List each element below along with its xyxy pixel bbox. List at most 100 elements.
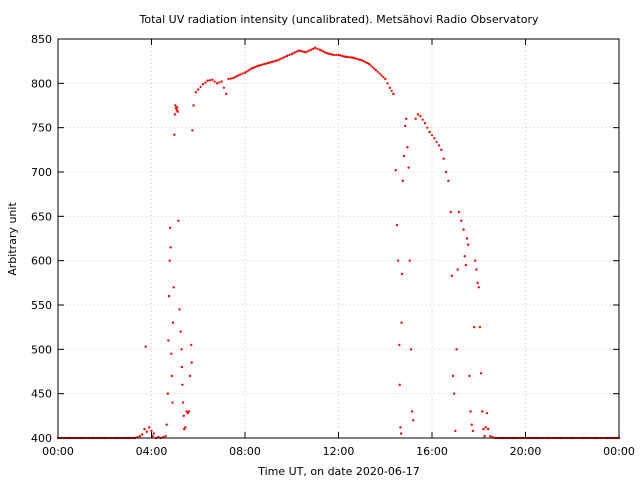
data-point	[191, 129, 194, 132]
data-point	[378, 72, 381, 75]
x-tick-label: 20:00	[510, 445, 542, 458]
data-point	[382, 76, 385, 79]
data-point	[467, 243, 470, 246]
x-tick-label: 08:00	[229, 445, 261, 458]
data-point	[339, 54, 342, 57]
data-point	[449, 210, 452, 214]
data-point	[182, 414, 185, 418]
data-point	[399, 426, 402, 429]
data-point	[232, 76, 235, 80]
data-point	[412, 419, 415, 422]
data-point	[185, 410, 188, 413]
data-point	[285, 54, 289, 58]
data-point	[327, 52, 330, 55]
data-point	[138, 435, 142, 438]
data-point	[140, 433, 144, 436]
data-point	[398, 343, 401, 347]
data-point	[414, 117, 417, 121]
data-point	[295, 50, 299, 53]
data-point	[249, 68, 252, 71]
data-point	[457, 210, 461, 214]
data-point	[347, 56, 351, 59]
data-point	[316, 47, 319, 50]
y-axis-label: Arbitrary unit	[6, 202, 19, 276]
data-point	[310, 48, 313, 51]
data-point	[380, 74, 383, 77]
data-point	[263, 62, 266, 66]
data-point	[464, 263, 468, 267]
plot-frame	[57, 38, 620, 439]
data-point	[401, 179, 404, 183]
data-point	[190, 343, 193, 347]
data-point	[302, 50, 306, 53]
data-point	[410, 410, 414, 413]
data-point	[402, 154, 406, 158]
data-point	[259, 63, 262, 67]
y-axis: 400 450 500 550 600 650 700 750 800 850	[31, 33, 619, 445]
data-point	[201, 83, 205, 86]
data-point	[265, 62, 268, 65]
data-point	[150, 429, 153, 433]
data-point	[215, 82, 219, 85]
data-point	[342, 55, 345, 58]
data-point	[442, 157, 445, 160]
data-point	[164, 435, 167, 438]
data-point	[444, 170, 448, 174]
data-point	[335, 53, 338, 57]
data-point	[351, 56, 354, 59]
data-point	[394, 169, 397, 172]
data-point	[269, 61, 272, 64]
data-point	[169, 226, 172, 230]
data-point	[489, 435, 492, 438]
data-point	[477, 286, 480, 289]
data-point	[408, 259, 411, 262]
data-point	[482, 427, 485, 431]
data-point	[322, 50, 325, 53]
y-tick-label: 850	[31, 33, 52, 46]
data-point	[471, 429, 475, 433]
x-axis-label: Time UT, on date 2020-06-17	[257, 465, 420, 478]
data-point	[197, 88, 200, 91]
grid-lines	[58, 39, 619, 438]
data-point	[481, 410, 484, 413]
data-point	[360, 59, 364, 62]
data-point	[463, 255, 466, 258]
data-point	[306, 50, 309, 53]
data-point	[297, 49, 300, 52]
data-point	[435, 140, 438, 143]
data-point	[278, 58, 281, 61]
data-point	[320, 49, 323, 52]
chart-title: Total UV radiation intensity (uncalibrat…	[139, 13, 539, 26]
y-tick-label: 600	[31, 255, 52, 268]
data-point	[456, 268, 459, 271]
data-point	[188, 374, 192, 378]
data-point	[405, 117, 408, 121]
data-point	[174, 104, 177, 107]
data-point	[312, 47, 315, 50]
data-point	[428, 130, 431, 134]
data-point	[171, 401, 174, 404]
data-point	[179, 330, 182, 333]
data-point	[171, 321, 175, 324]
data-point	[462, 228, 465, 231]
data-point	[250, 67, 254, 70]
data-point	[407, 166, 410, 169]
data-point	[470, 423, 473, 426]
data-point	[392, 92, 395, 96]
data-point	[376, 70, 379, 73]
data-points	[56, 46, 621, 440]
data-point	[165, 423, 168, 426]
data-point	[220, 80, 223, 83]
data-point	[168, 259, 171, 262]
data-point	[357, 58, 360, 61]
data-point	[167, 339, 170, 342]
data-point	[400, 272, 404, 276]
data-point	[245, 70, 248, 73]
data-point	[485, 411, 489, 415]
data-point	[180, 365, 184, 369]
data-point	[227, 77, 230, 81]
y-tick-label: 750	[31, 122, 52, 135]
data-point	[433, 137, 436, 140]
data-point	[301, 50, 304, 53]
data-point	[423, 122, 427, 125]
